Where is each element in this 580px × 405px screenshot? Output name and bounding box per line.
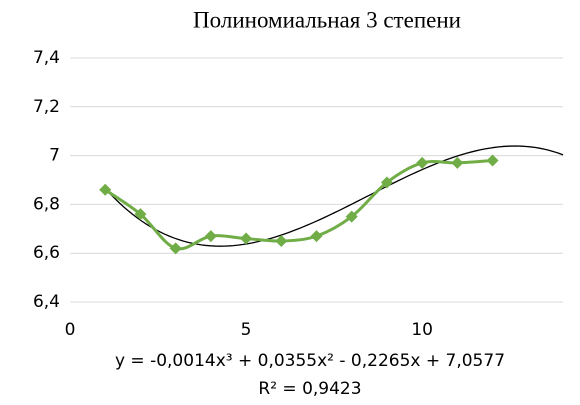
y-tick-label: 6,4 xyxy=(33,292,60,312)
marker xyxy=(134,208,147,221)
marker xyxy=(486,154,499,167)
marker xyxy=(204,230,217,243)
r-squared: R² = 0,9423 xyxy=(258,379,361,399)
marker xyxy=(275,235,288,247)
y-tick-label: 7 xyxy=(49,146,60,166)
marker xyxy=(240,232,253,245)
marker xyxy=(345,210,358,223)
chart-title: Полиномиальная 3 степени xyxy=(193,7,461,32)
y-tick-label: 6,8 xyxy=(33,194,60,214)
y-tick-label: 7,4 xyxy=(33,48,60,68)
marker xyxy=(310,230,323,243)
trendline-equation: y = -0,0014x³ + 0,0355x² - 0,2265x + 7,0… xyxy=(115,351,505,371)
y-tick-label: 6,6 xyxy=(33,243,60,263)
marker xyxy=(169,242,182,255)
marker xyxy=(451,156,464,169)
marker xyxy=(99,183,112,196)
x-tick-label: 10 xyxy=(411,320,433,340)
marker xyxy=(416,156,429,169)
y-tick-label: 7,2 xyxy=(33,97,60,117)
trendline xyxy=(104,145,564,247)
x-tick-label: 0 xyxy=(65,320,76,340)
x-tick-label: 5 xyxy=(241,320,252,340)
marker xyxy=(380,176,393,189)
